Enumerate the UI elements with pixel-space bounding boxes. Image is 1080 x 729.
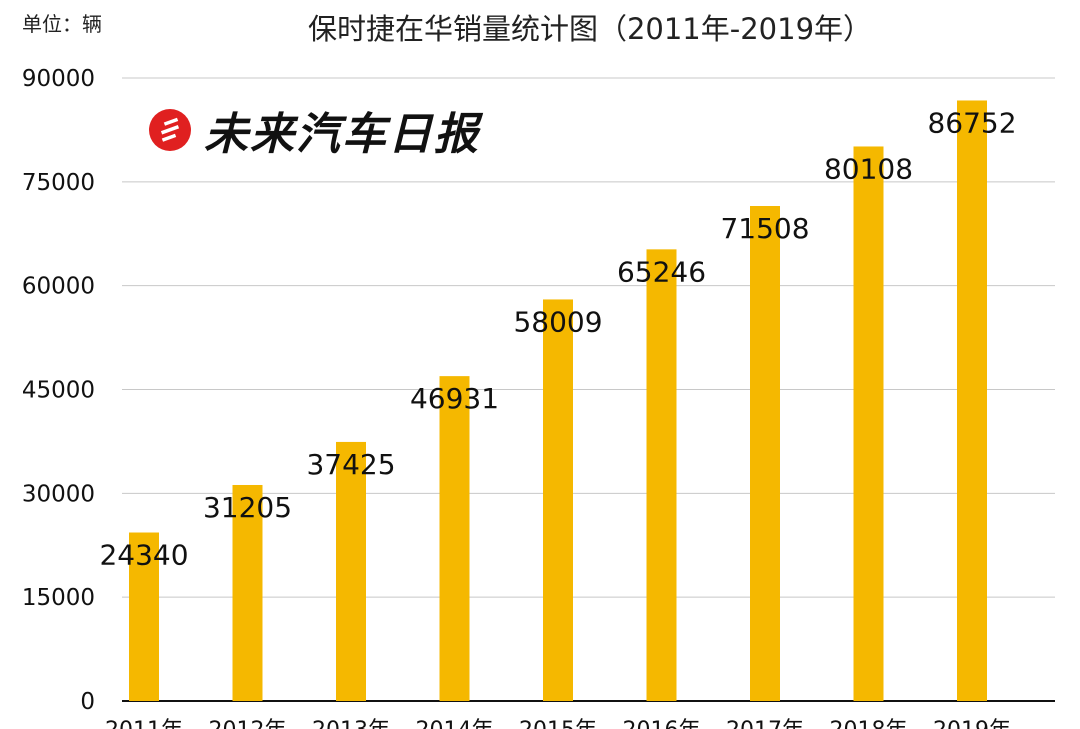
data-label: 86752 (927, 106, 1016, 139)
x-tick-label: 2017年 (726, 718, 804, 729)
bar (543, 299, 573, 701)
data-label: 31205 (203, 491, 292, 524)
data-label: 24340 (99, 539, 188, 572)
bar (439, 376, 470, 701)
unit-label: 单位：辆 (22, 12, 102, 36)
bar (232, 484, 263, 701)
y-tick-label: 30000 (22, 481, 95, 507)
data-label: 71508 (720, 212, 809, 245)
x-tick-label: 2013年 (312, 718, 390, 729)
y-tick-label: 45000 (22, 378, 95, 404)
chart-title: 保时捷在华销量统计图（2011年-2019年） (307, 12, 873, 46)
watermark-text: 未来汽车日报 (204, 109, 480, 160)
x-tick-label: 2011年 (105, 718, 183, 729)
bar (853, 146, 884, 702)
x-tick-label: 2012年 (209, 718, 287, 729)
data-label: 80108 (824, 152, 913, 185)
bar (750, 206, 780, 701)
data-label: 37425 (306, 448, 395, 481)
y-tick-label: 60000 (22, 274, 95, 300)
data-label: 46931 (410, 382, 499, 415)
y-tick-label: 90000 (22, 66, 95, 92)
x-tick-label: 2019年 (933, 718, 1011, 729)
x-tick-label: 2014年 (416, 718, 494, 729)
x-tick-label: 2016年 (623, 718, 701, 729)
y-tick-label: 75000 (22, 170, 95, 196)
data-label: 65246 (617, 255, 706, 288)
bar (646, 249, 677, 701)
bar (957, 100, 987, 701)
y-tick-label: 15000 (22, 585, 95, 611)
y-tick-label: 0 (80, 689, 95, 715)
x-tick-label: 2018年 (830, 718, 908, 729)
data-label: 58009 (513, 305, 602, 338)
bar (336, 441, 366, 701)
x-tick-label: 2015年 (519, 718, 597, 729)
bar (129, 532, 159, 701)
watermark-logo: 未来汽车日报 (148, 100, 480, 160)
logo-icon (149, 109, 191, 151)
